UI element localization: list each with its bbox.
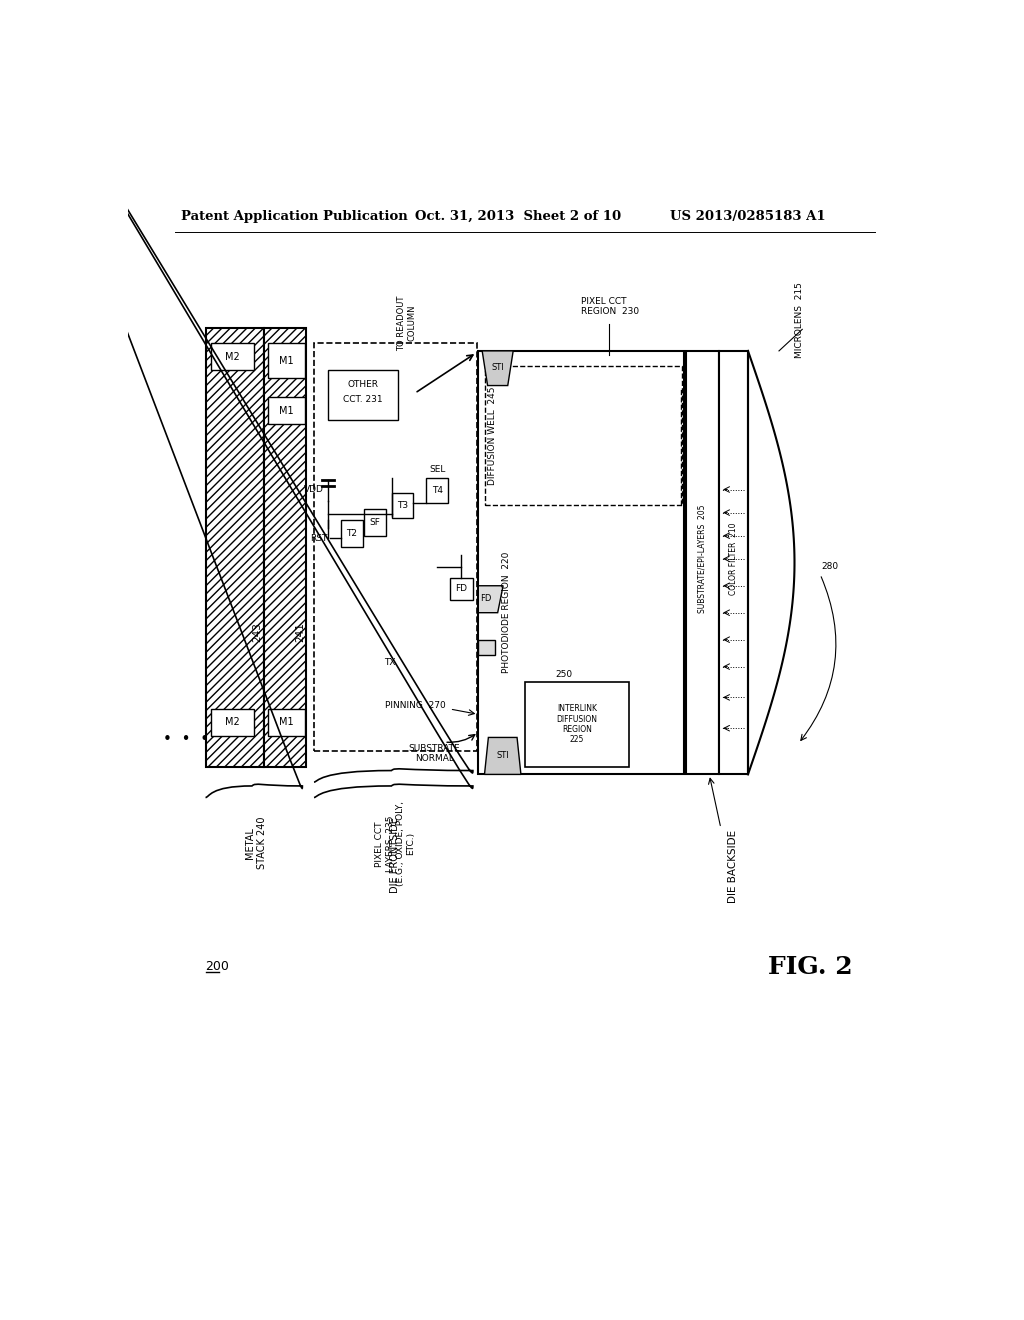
- Bar: [211, 343, 254, 370]
- Text: M1: M1: [279, 355, 294, 366]
- Text: STI: STI: [492, 363, 504, 372]
- Text: T2: T2: [346, 529, 357, 539]
- Polygon shape: [484, 738, 521, 775]
- Text: 250: 250: [556, 669, 572, 678]
- Text: RST: RST: [310, 533, 328, 543]
- Bar: [426, 478, 449, 503]
- Bar: [719, 351, 748, 775]
- Text: OTHER: OTHER: [347, 380, 378, 388]
- Text: SUBSTRATE
NORMAL: SUBSTRATE NORMAL: [409, 743, 460, 763]
- Text: METAL
STACK 240: METAL STACK 240: [245, 817, 266, 870]
- Bar: [524, 682, 630, 767]
- Text: FIG. 2: FIG. 2: [768, 954, 852, 979]
- Bar: [686, 351, 719, 775]
- Bar: [211, 709, 254, 737]
- Text: SUBSTRATE/EPI-LAYERS  205: SUBSTRATE/EPI-LAYERS 205: [697, 504, 707, 612]
- Text: SEL: SEL: [429, 465, 445, 474]
- Text: T4: T4: [432, 486, 442, 495]
- Text: T3: T3: [396, 502, 408, 510]
- Text: PINNING  270: PINNING 270: [385, 701, 445, 710]
- Text: 280: 280: [821, 562, 839, 572]
- Text: STI: STI: [497, 751, 510, 760]
- Bar: [263, 327, 306, 767]
- Bar: [328, 370, 397, 420]
- Text: PHOTODIODE REGION  220: PHOTODIODE REGION 220: [502, 552, 511, 673]
- Text: 200: 200: [206, 961, 229, 973]
- Bar: [267, 343, 305, 378]
- Bar: [267, 397, 305, 424]
- Text: COLOR FILTER  210: COLOR FILTER 210: [729, 523, 737, 595]
- Text: 241: 241: [296, 622, 305, 642]
- Text: INTERLINK
DIFFUSION
REGION
225: INTERLINK DIFFUSION REGION 225: [557, 705, 598, 744]
- Bar: [341, 520, 362, 548]
- Text: DIE FRONTSIDE: DIE FRONTSIDE: [390, 817, 400, 892]
- Polygon shape: [478, 640, 496, 655]
- Polygon shape: [478, 586, 503, 612]
- Text: FD: FD: [456, 585, 467, 593]
- Bar: [365, 508, 386, 536]
- Text: PIXEL CCT
REGION  230: PIXEL CCT REGION 230: [582, 297, 640, 317]
- Text: M1: M1: [279, 718, 294, 727]
- Bar: [314, 343, 477, 751]
- Bar: [484, 367, 682, 506]
- Polygon shape: [482, 351, 513, 385]
- Bar: [267, 709, 305, 737]
- Text: M1: M1: [279, 405, 294, 416]
- Text: DIFFUSION WELL  245: DIFFUSION WELL 245: [488, 387, 498, 484]
- Bar: [391, 494, 414, 517]
- Text: PIXEL CCT
LAYERS  235
(E.G., OXIDE, POLY,
ETC.): PIXEL CCT LAYERS 235 (E.G., OXIDE, POLY,…: [375, 801, 416, 886]
- Text: Oct. 31, 2013  Sheet 2 of 10: Oct. 31, 2013 Sheet 2 of 10: [415, 210, 621, 223]
- Text: TO READOUT
COLUMN: TO READOUT COLUMN: [397, 296, 417, 351]
- Bar: [206, 327, 263, 767]
- Text: MICROLENS  215: MICROLENS 215: [795, 282, 804, 358]
- Text: 243: 243: [252, 622, 262, 642]
- Text: Patent Application Publication: Patent Application Publication: [180, 210, 408, 223]
- Text: DIE BACKSIDE: DIE BACKSIDE: [727, 830, 737, 903]
- Text: US 2013/0285183 A1: US 2013/0285183 A1: [671, 210, 826, 223]
- Text: FD: FD: [480, 594, 492, 603]
- Bar: [478, 351, 684, 775]
- Text: SF: SF: [370, 517, 381, 527]
- Text: TX: TX: [384, 659, 395, 667]
- Text: CCT. 231: CCT. 231: [343, 395, 383, 404]
- Text: M2: M2: [225, 351, 240, 362]
- Text: •  •  •: • • •: [163, 733, 209, 747]
- Bar: [450, 578, 473, 599]
- Text: VDD: VDD: [304, 484, 324, 494]
- Text: M2: M2: [225, 718, 240, 727]
